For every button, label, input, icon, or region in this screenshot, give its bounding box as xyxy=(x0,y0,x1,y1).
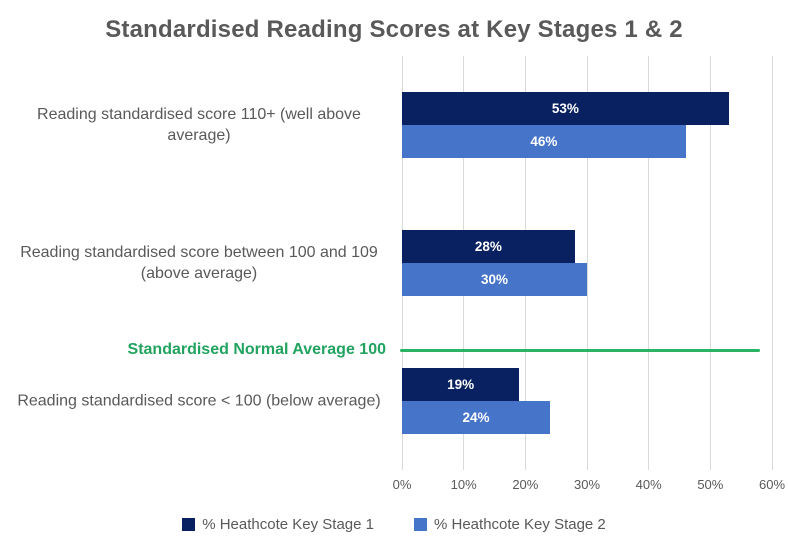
x-axis-tick-label: 0% xyxy=(392,477,412,492)
legend-swatch-icon xyxy=(414,518,427,531)
x-axis-tick-label: 10% xyxy=(450,477,477,492)
category-label: Reading standardised score 110+ (well ab… xyxy=(37,105,361,144)
data-bar: 46% xyxy=(402,125,686,158)
x-axis-tick-label: 40% xyxy=(635,477,662,492)
legend-item: % Heathcote Key Stage 2 xyxy=(414,516,606,533)
gridline xyxy=(771,56,773,470)
reference-line xyxy=(400,348,760,352)
bar-value-label: 30% xyxy=(480,272,509,287)
x-axis-tick-label: 50% xyxy=(697,477,724,492)
data-bar: 19% xyxy=(402,368,520,401)
x-axis-tick-label: 20% xyxy=(512,477,539,492)
bar-value-label: 46% xyxy=(530,134,558,149)
x-axis-tick-label: 30% xyxy=(573,477,601,492)
legend-swatch-icon xyxy=(182,518,196,531)
category-label: Reading standardised score between 100 a… xyxy=(20,243,378,282)
reference-line-label: Standardised Normal Average 100 xyxy=(127,341,386,358)
legend-item: % Heathcote Key Stage 1 xyxy=(182,516,374,533)
x-axis-tick-label: 60% xyxy=(758,477,786,492)
gridline xyxy=(709,56,711,470)
gridline xyxy=(648,56,650,470)
bar-value-label: 28% xyxy=(474,239,502,254)
chart-title: Standardised Reading Scores at Key Stage… xyxy=(105,16,683,43)
category-label: Reading standardised score < 100 (below … xyxy=(17,392,381,410)
bar-value-label: 19% xyxy=(447,377,475,392)
gridline xyxy=(586,56,588,470)
data-bar: 24% xyxy=(402,401,550,434)
data-bar: 30% xyxy=(402,263,587,296)
data-bar: 28% xyxy=(402,230,575,263)
data-bar: 53% xyxy=(402,92,729,125)
legend-label: % Heathcote Key Stage 2 xyxy=(434,516,606,533)
bar-value-label: 24% xyxy=(462,410,490,425)
legend: % Heathcote Key Stage 1 % Heathcote Key S… xyxy=(0,516,788,533)
legend-label: % Heathcote Key Stage 1 xyxy=(202,516,374,533)
bar-value-label: 53% xyxy=(551,101,579,116)
